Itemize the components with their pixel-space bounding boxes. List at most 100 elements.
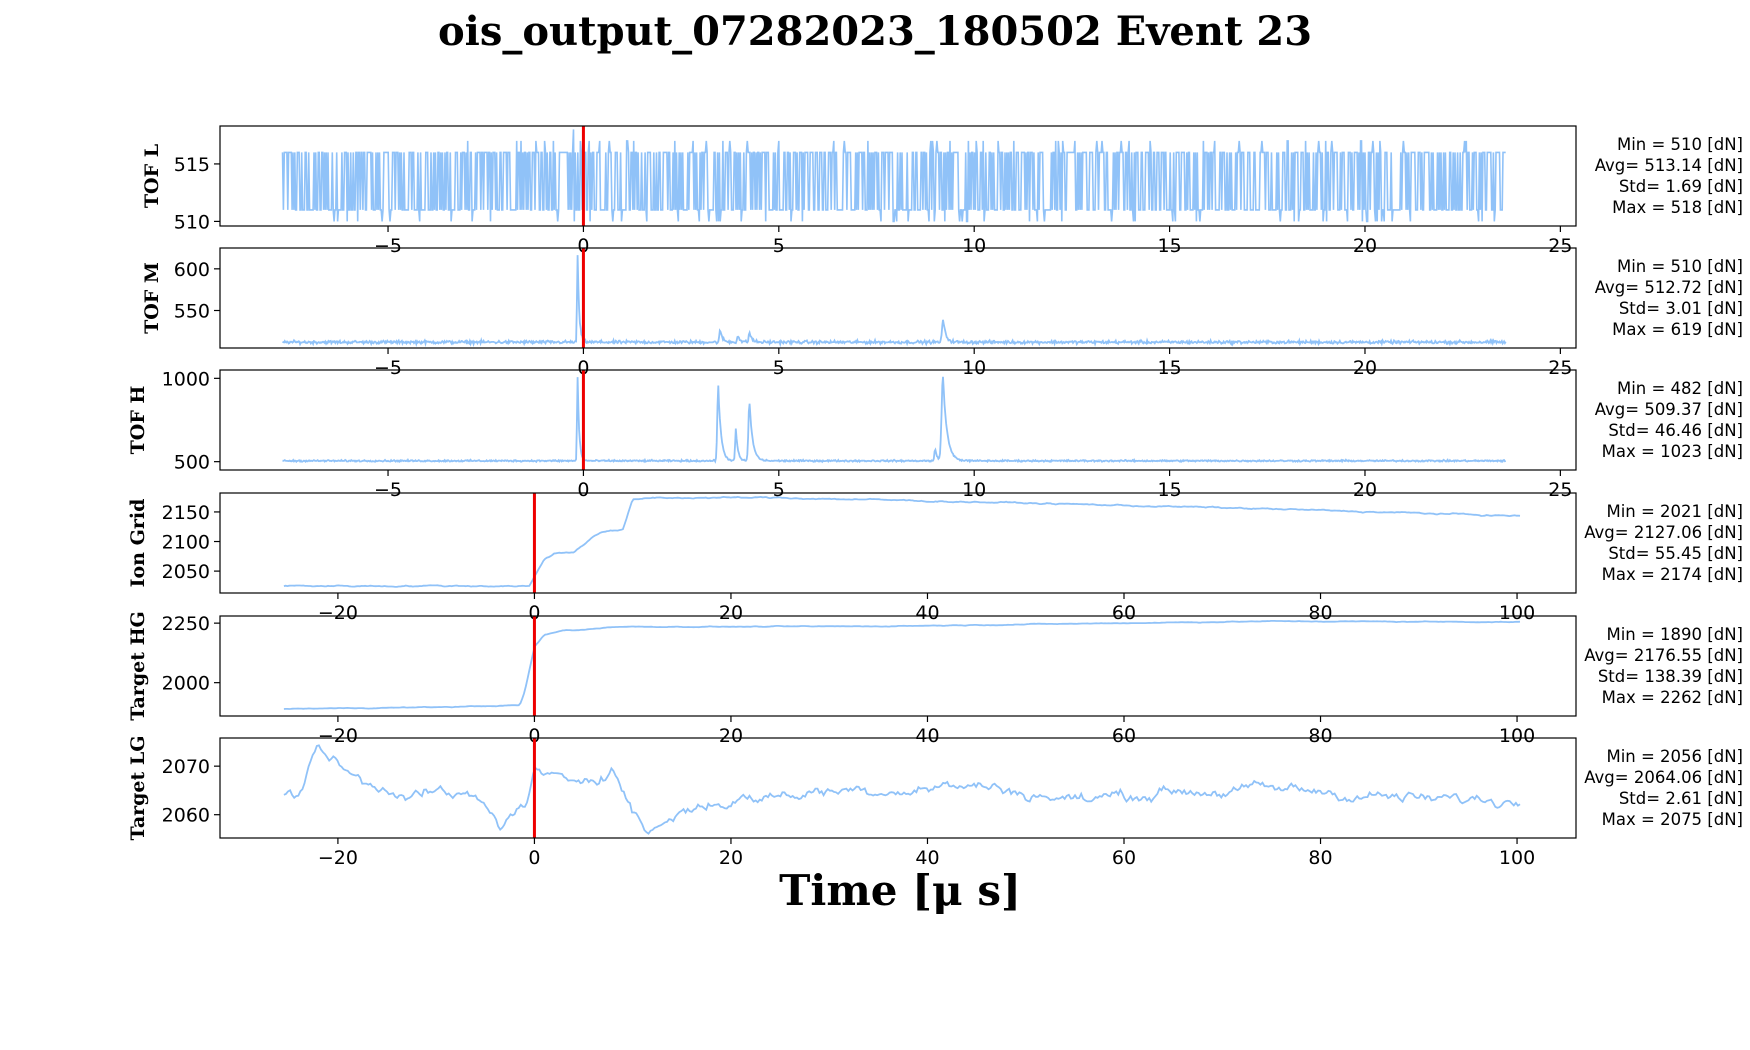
x-tick-label: 20 [719,847,743,869]
x-tick-label: 25 [1548,235,1572,257]
axes-frame [219,737,1577,839]
stat-std: Std= 138.39 [dN] [1598,667,1743,686]
y-tick-label: 600 [174,259,210,281]
x-tick-label: 5 [773,357,785,379]
panel-tof-h: −5 0 5 10 15 20 25 500 1000 TOF H Min = 482 [dN] Av… [127,368,1743,501]
series-line [283,495,1521,588]
y-tick-label: 2150 [162,502,210,524]
series-line [283,744,1521,835]
panel-ion-grid: −20 0 20 40 60 80 100 2050 2100 2150 Ion Grid Min =… [127,492,1743,624]
panel-target-hg: −20 0 20 40 60 80 100 2000 2250 Target HG Min = 18… [127,611,1743,747]
x-tick-label: 80 [1308,725,1332,747]
stat-min: Min = 2021 [dN] [1606,502,1743,521]
x-tick-label: −5 [374,235,402,257]
x-tick-label: 0 [577,479,589,501]
y-axis-label: TOF M [141,262,163,334]
stat-max: Max = 518 [dN] [1612,198,1743,217]
x-tick-label: 25 [1548,357,1572,379]
axes-frame [219,247,1577,349]
stat-max: Max = 1023 [dN] [1602,442,1743,461]
x-tick-label: 60 [1112,847,1136,869]
figure-title: ois_output_07282023_180502 Event 23 [437,8,1313,55]
series-line [282,376,1507,464]
y-tick-label: 1000 [162,368,210,390]
y-tick-label: 2050 [162,561,210,583]
x-tick-label: 5 [773,479,785,501]
x-tick-label: 100 [1499,847,1535,869]
x-tick-label: 100 [1499,602,1535,624]
series-line [281,129,1506,223]
stat-avg: Avg= 509.37 [dN] [1595,400,1743,419]
x-axis-label: Time [μ s] [779,866,1021,915]
x-tick-label: 25 [1548,479,1572,501]
x-tick-label: 40 [915,602,939,624]
axes-frame [219,125,1577,227]
y-axis-label: Target HG [127,611,149,721]
x-tick-label: 5 [773,235,785,257]
x-tick-label: 0 [528,847,540,869]
x-tick-label: 40 [915,725,939,747]
y-tick-label: 2070 [162,756,210,778]
y-tick-label: 550 [174,301,210,323]
y-axis-label: Target LG [127,736,149,841]
y-axis-label: Ion Grid [127,499,149,588]
stat-avg: Avg= 2064.06 [dN] [1584,768,1743,787]
series-line [282,255,1507,348]
y-tick-label: 2250 [162,613,210,635]
stat-std: Std= 1.69 [dN] [1619,177,1743,196]
x-tick-label: 80 [1308,602,1332,624]
stat-max: Max = 2262 [dN] [1602,688,1743,707]
x-tick-label: 20 [1353,479,1377,501]
y-tick-label: 2100 [162,532,210,554]
stat-avg: Avg= 2127.06 [dN] [1584,523,1743,542]
stat-max: Max = 2075 [dN] [1602,810,1743,829]
x-tick-label: 10 [962,357,986,379]
stat-avg: Avg= 513.14 [dN] [1595,156,1743,175]
y-tick-label: 510 [174,211,210,233]
x-tick-label: 60 [1112,602,1136,624]
x-tick-label: −20 [318,725,358,747]
panel-target-lg: −20 0 20 40 60 80 100 2060 2070 Target LG Min = 20… [127,736,1743,870]
stat-avg: Avg= 2176.55 [dN] [1584,646,1743,665]
stat-min: Min = 510 [dN] [1617,257,1743,276]
x-tick-label: −5 [374,479,402,501]
stat-std: Std= 46.46 [dN] [1608,421,1743,440]
y-axis-label: TOF H [127,386,149,455]
axes-frame [219,369,1577,471]
axes-frame [219,615,1577,717]
x-tick-label: 20 [719,725,743,747]
x-tick-label: 40 [915,847,939,869]
y-tick-label: 2060 [162,805,210,827]
x-tick-label: 0 [577,357,589,379]
x-tick-label: 0 [528,725,540,747]
stat-max: Max = 619 [dN] [1612,320,1743,339]
stat-avg: Avg= 512.72 [dN] [1595,278,1743,297]
stat-std: Std= 3.01 [dN] [1619,299,1743,318]
stat-max: Max = 2174 [dN] [1602,565,1743,584]
x-tick-label: 15 [1157,357,1181,379]
x-tick-label: −20 [318,847,358,869]
x-tick-label: 10 [962,235,986,257]
stat-std: Std= 55.45 [dN] [1608,544,1743,563]
stat-std: Std= 2.61 [dN] [1619,789,1743,808]
x-tick-label: −5 [374,357,402,379]
x-tick-label: 20 [1353,235,1377,257]
y-tick-label: 515 [174,154,210,176]
x-tick-label: 100 [1499,725,1535,747]
y-tick-label: 500 [174,452,210,474]
x-tick-label: 80 [1308,847,1332,869]
stat-min: Min = 510 [dN] [1617,135,1743,154]
stat-min: Min = 1890 [dN] [1606,625,1743,644]
stat-min: Min = 482 [dN] [1617,379,1743,398]
x-tick-label: 60 [1112,725,1136,747]
panel-tof-m: −5 0 5 10 15 20 25 550 600 TOF M Min = 510 [dN] Avg… [141,247,1743,379]
y-tick-label: 2000 [162,673,210,695]
series-line [283,620,1521,710]
x-tick-label: 0 [577,235,589,257]
x-tick-label: 10 [962,479,986,501]
x-tick-label: 15 [1157,235,1181,257]
x-tick-label: −20 [318,602,358,624]
x-tick-label: 20 [719,602,743,624]
x-tick-label: 20 [1353,357,1377,379]
